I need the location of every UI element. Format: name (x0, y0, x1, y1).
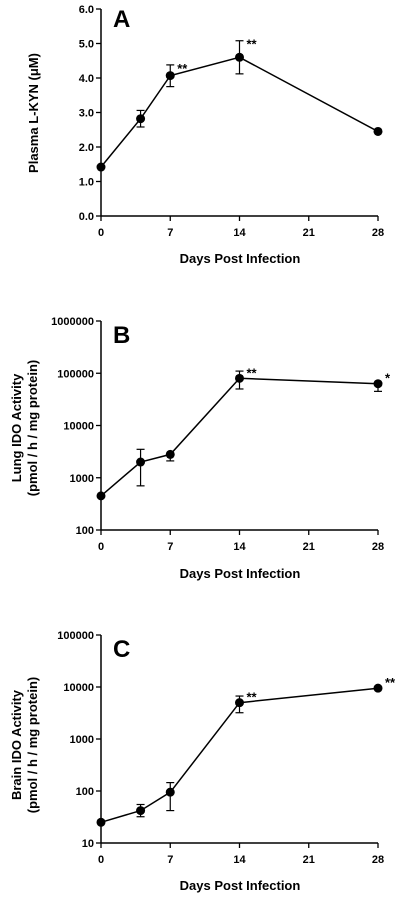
plot-area-c: 10 100 1000 10000 100000 0 7 14 21 28 ** ** (57, 630, 396, 866)
panel-letter-c: C (113, 636, 130, 663)
y-tick-label-b: 1000000 (51, 316, 94, 328)
significance-marker-b: * (385, 371, 391, 386)
y-tick-label-a: 0.0 (79, 211, 94, 223)
y-tick-label-a: 5.0 (79, 39, 94, 51)
data-point-b (165, 449, 175, 459)
data-point-a (235, 52, 244, 62)
significance-marker-b: ** (247, 365, 258, 380)
data-point-b (136, 457, 146, 467)
data-point-a (373, 126, 383, 136)
x-tick-label-a: 21 (303, 227, 315, 239)
panel-letter-b: B (113, 322, 130, 349)
y-tick-label-b: 1000 (70, 473, 94, 485)
x-tick-label-a: 14 (233, 227, 246, 239)
significance-marker-c: ** (247, 690, 258, 705)
x-tick-label-a: 0 (98, 227, 104, 239)
y-tick-label-a: 2.0 (79, 142, 94, 154)
panel-b: B Lung IDO Activity (pmol / h / mg prote… (9, 316, 391, 581)
x-tick-label-c: 28 (372, 854, 384, 866)
y-tick-label-a: 3.0 (79, 108, 94, 120)
data-point-b (96, 491, 106, 501)
series-line-b (100, 377, 379, 497)
significance-marker-a: ** (247, 37, 258, 52)
panel-c: C Brain IDO Activity (pmol / h / mg prot… (9, 630, 396, 893)
x-axis-label-c: Days Post Infection (180, 878, 301, 893)
y-axis-label-b-line2: (pmol / h / mg protein) (25, 360, 40, 497)
significance-marker-a: ** (177, 61, 188, 76)
x-axis-label-b: Days Post Infection (180, 566, 301, 581)
y-tick-label-c: 100000 (57, 630, 94, 642)
x-tick-label-c: 21 (303, 854, 315, 866)
data-point-a (136, 114, 146, 124)
data-point-b (235, 373, 244, 383)
y-tick-label-b: 10000 (63, 421, 94, 433)
y-tick-label-c: 1000 (70, 734, 94, 746)
x-tick-label-b: 7 (167, 541, 173, 553)
data-point-c (235, 698, 244, 708)
x-tick-label-b: 14 (233, 541, 246, 553)
significance-marker-c: ** (385, 675, 396, 690)
data-point-a (96, 162, 106, 172)
y-tick-label-a: 1.0 (79, 177, 94, 189)
data-point-b (373, 379, 383, 389)
x-tick-label-c: 7 (167, 854, 173, 866)
y-tick-label-c: 10000 (63, 682, 94, 694)
data-point-c (165, 787, 175, 797)
panel-a: A Plasma L-KYN (μM) Days Post Infection … (26, 4, 384, 266)
x-tick-label-b: 21 (303, 541, 315, 553)
data-point-c (373, 683, 383, 693)
y-tick-label-c: 100 (76, 786, 94, 798)
y-tick-label-b: 100000 (57, 368, 94, 380)
y-tick-label-a: 6.0 (79, 4, 94, 16)
data-point-a (165, 71, 175, 81)
data-point-c (96, 817, 106, 827)
y-tick-label-b: 100 (76, 525, 94, 537)
x-tick-label-b: 28 (372, 541, 384, 553)
x-axis-label-a: Days Post Infection (180, 251, 301, 266)
x-tick-label-b: 0 (98, 541, 104, 553)
y-tick-label-c: 10 (82, 838, 94, 850)
x-tick-label-c: 0 (98, 854, 104, 866)
y-axis-label-a: Plasma L-KYN (μM) (26, 53, 41, 173)
plot-area-a: 0.0 1.0 2.0 3.0 4.0 5.0 6.0 0 7 14 21 28 ** ** (79, 4, 384, 239)
x-tick-label-c: 14 (233, 854, 246, 866)
x-tick-label-a: 7 (167, 227, 173, 239)
panel-letter-a: A (113, 6, 130, 33)
y-axis-label-c-line2: (pmol / h / mg protein) (25, 677, 40, 814)
y-axis-label-b-line1: Lung IDO Activity (9, 373, 24, 482)
y-tick-label-a: 4.0 (79, 73, 94, 85)
x-tick-label-a: 28 (372, 227, 384, 239)
y-axis-label-c-line1: Brain IDO Activity (9, 689, 24, 800)
data-point-c (136, 806, 146, 816)
